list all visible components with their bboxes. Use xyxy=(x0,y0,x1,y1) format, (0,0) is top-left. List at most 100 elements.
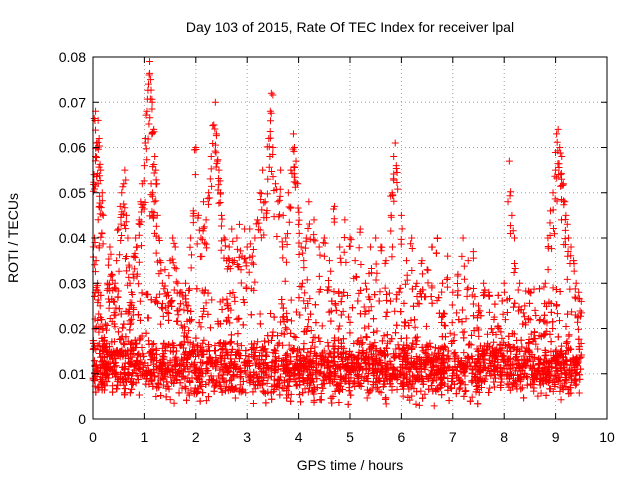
data-point xyxy=(363,333,371,341)
data-point-cluster xyxy=(208,182,216,190)
data-point xyxy=(491,300,499,308)
data-point-cluster xyxy=(186,243,194,251)
data-point-cluster xyxy=(390,197,398,205)
data-point xyxy=(242,347,250,355)
data-point xyxy=(316,338,324,346)
data-point xyxy=(534,392,542,400)
data-point-cluster xyxy=(490,338,498,346)
data-point-cluster xyxy=(401,280,409,288)
data-point-outlier xyxy=(104,261,112,269)
x-tick-label: 2 xyxy=(192,429,200,445)
data-point-cluster xyxy=(258,206,266,214)
data-point xyxy=(518,384,526,392)
data-point xyxy=(461,381,469,389)
data-point xyxy=(292,334,300,342)
data-point xyxy=(287,296,295,304)
data-point xyxy=(347,391,355,399)
data-point-outlier xyxy=(174,279,182,287)
data-point xyxy=(235,314,243,322)
data-point-cluster xyxy=(372,260,380,268)
data-point-cluster xyxy=(443,283,451,291)
data-point-cluster xyxy=(193,240,201,248)
data-point xyxy=(498,334,506,342)
data-point xyxy=(306,295,314,303)
data-point xyxy=(567,372,575,380)
data-point xyxy=(337,311,345,319)
data-point xyxy=(202,299,210,307)
data-point-cluster xyxy=(432,249,440,257)
data-point-outlier xyxy=(228,225,236,233)
data-point-cluster xyxy=(546,219,554,227)
data-point xyxy=(328,399,336,407)
data-point xyxy=(388,386,396,394)
data-point xyxy=(466,397,474,405)
data-point-outlier xyxy=(500,279,508,287)
data-point xyxy=(234,330,242,338)
data-point-cluster xyxy=(290,178,298,186)
data-point-cluster xyxy=(281,277,289,285)
data-point xyxy=(433,297,441,305)
data-point xyxy=(530,384,538,392)
data-point-cluster xyxy=(273,233,281,241)
data-point-cluster xyxy=(550,230,558,238)
data-point xyxy=(316,396,324,404)
data-point xyxy=(413,333,421,341)
data-point xyxy=(576,375,584,383)
data-point-cluster xyxy=(260,199,268,207)
data-point xyxy=(297,398,305,406)
data-point xyxy=(537,389,545,397)
data-point xyxy=(285,341,293,349)
data-point-cluster xyxy=(387,213,395,221)
data-point-cluster xyxy=(340,233,348,241)
data-point xyxy=(404,393,412,401)
data-point xyxy=(290,333,298,341)
data-point xyxy=(159,381,167,389)
data-point-cluster xyxy=(115,267,123,275)
data-point-cluster xyxy=(152,222,160,230)
data-point-outlier xyxy=(97,166,105,174)
data-point-cluster xyxy=(424,279,432,287)
data-point xyxy=(103,321,111,329)
data-point-cluster xyxy=(128,315,136,323)
data-point xyxy=(237,342,245,350)
data-point xyxy=(549,324,557,332)
data-point-outlier xyxy=(150,198,158,206)
data-point-outlier xyxy=(572,279,580,287)
data-point xyxy=(268,395,276,403)
data-point xyxy=(474,400,482,408)
data-point xyxy=(301,304,309,312)
data-point xyxy=(268,332,276,340)
data-point xyxy=(307,327,315,335)
data-point xyxy=(412,400,420,408)
data-point-cluster xyxy=(98,229,106,237)
data-point xyxy=(211,342,219,350)
data-point xyxy=(135,391,143,399)
data-point-outlier xyxy=(146,58,154,66)
data-point xyxy=(557,396,565,404)
data-point-cluster xyxy=(175,305,183,313)
data-point-cluster xyxy=(122,176,130,184)
data-point xyxy=(304,323,312,331)
data-point-cluster xyxy=(285,218,293,226)
data-point xyxy=(367,303,375,311)
data-point-cluster xyxy=(510,260,518,268)
data-point-cluster xyxy=(342,258,350,266)
data-point-outlier xyxy=(290,144,298,151)
data-point-outlier xyxy=(444,252,452,260)
data-point-cluster xyxy=(196,253,204,261)
data-point-outlier xyxy=(253,216,261,224)
data-point-outlier xyxy=(282,234,290,242)
data-point xyxy=(421,390,429,398)
data-point xyxy=(332,306,340,314)
x-tick-label: 4 xyxy=(295,429,303,445)
data-point-cluster xyxy=(394,185,402,193)
data-point xyxy=(210,383,218,391)
data-point xyxy=(403,334,411,342)
data-point-outlier xyxy=(391,139,399,147)
data-point xyxy=(556,387,564,395)
data-point-cluster xyxy=(153,180,161,188)
data-point-outlier xyxy=(305,198,313,206)
data-point xyxy=(304,316,312,324)
data-point-cluster xyxy=(475,326,483,334)
data-point-outlier xyxy=(564,234,572,242)
